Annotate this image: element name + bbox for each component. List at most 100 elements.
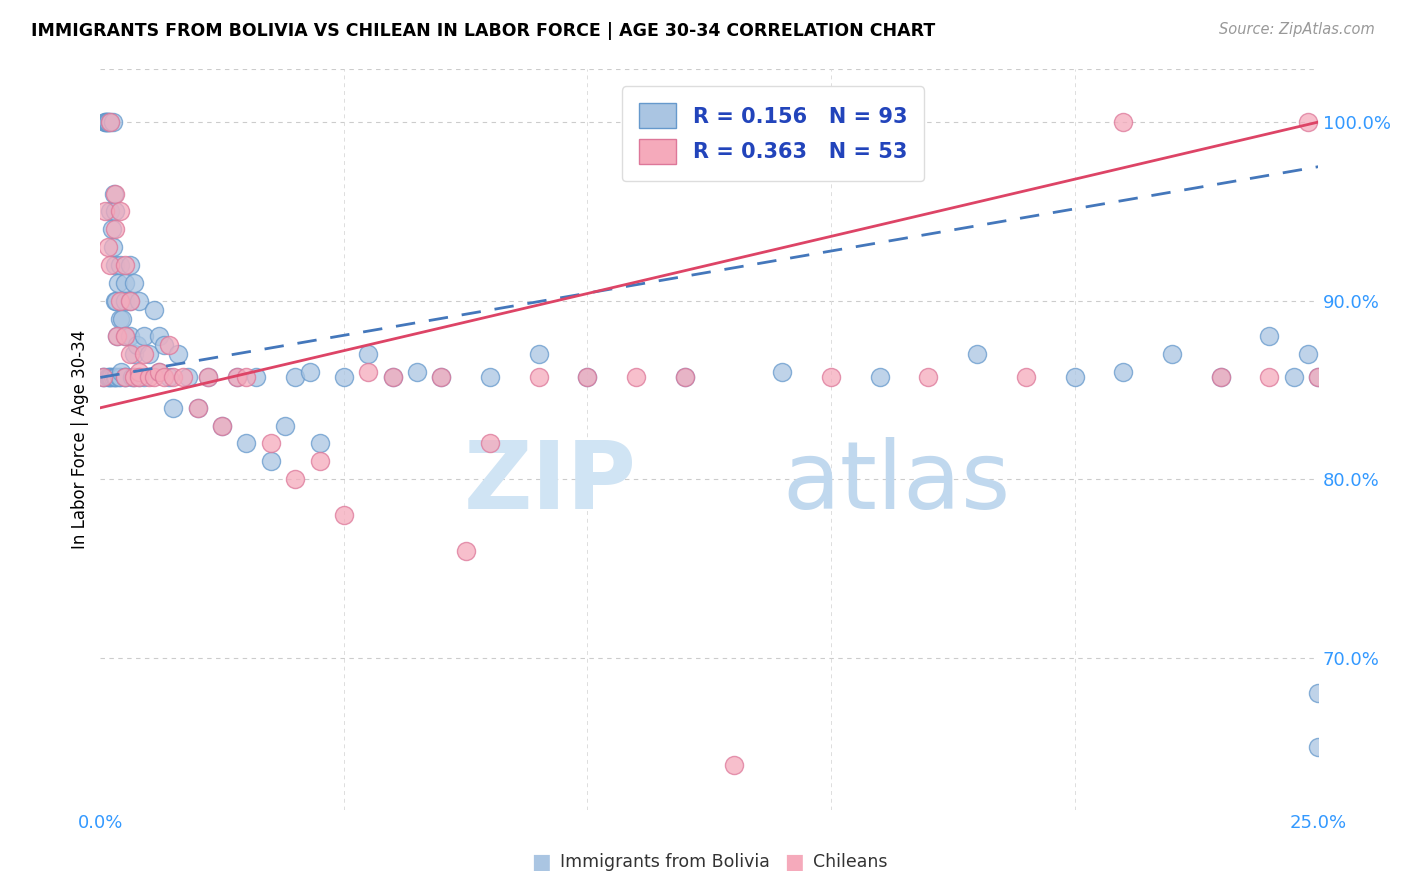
Point (124, 370, 146, 384)
Point (134, 370, 156, 384)
Point (104, 186, 127, 201)
Point (108, 204, 131, 219)
Point (96, 115, 118, 129)
Text: ■: ■ (785, 853, 804, 872)
Point (454, 543, 477, 558)
Point (673, 370, 696, 384)
Point (1308, 370, 1330, 384)
Point (97, 115, 120, 129)
Point (101, 370, 124, 384)
Text: Immigrants from Bolivia: Immigrants from Bolivia (560, 853, 769, 871)
Point (333, 508, 356, 522)
Point (105, 329, 128, 343)
Point (121, 370, 143, 384)
Point (225, 370, 247, 384)
Point (118, 258, 141, 272)
Point (118, 293, 141, 308)
Point (96, 115, 118, 129)
Point (820, 370, 842, 384)
Point (1112, 365, 1135, 379)
Point (108, 370, 131, 384)
Point (406, 365, 429, 379)
Text: ZIP: ZIP (464, 437, 636, 530)
Point (111, 311, 134, 326)
Point (357, 365, 380, 379)
Point (152, 370, 174, 384)
Point (430, 370, 453, 384)
Point (187, 401, 209, 415)
Point (91, 370, 114, 384)
Point (245, 370, 267, 384)
Point (104, 258, 127, 272)
Point (157, 338, 180, 352)
Point (108, 370, 131, 384)
Point (298, 365, 321, 379)
Point (138, 370, 160, 384)
Point (966, 347, 988, 361)
Point (1308, 686, 1330, 700)
Point (211, 418, 233, 433)
Point (197, 370, 219, 384)
Point (125, 338, 148, 352)
Point (97, 370, 120, 384)
Point (98, 204, 121, 219)
Point (576, 370, 599, 384)
Point (142, 370, 165, 384)
Point (108, 258, 131, 272)
Point (118, 329, 141, 343)
Point (197, 370, 219, 384)
Point (114, 370, 136, 384)
Point (124, 276, 146, 290)
Point (1209, 370, 1232, 384)
Text: atlas: atlas (782, 437, 1011, 530)
Point (235, 370, 257, 384)
Point (128, 370, 150, 384)
Point (98, 115, 121, 129)
Point (284, 472, 307, 486)
Point (1015, 370, 1038, 384)
Text: Chileans: Chileans (813, 853, 887, 871)
Point (284, 370, 307, 384)
Point (114, 293, 136, 308)
Point (1063, 370, 1085, 384)
Point (104, 222, 127, 236)
Point (108, 293, 131, 308)
Point (100, 370, 122, 384)
Point (94, 115, 117, 129)
Point (723, 758, 745, 772)
Point (101, 240, 124, 254)
Point (167, 347, 190, 361)
Point (211, 418, 233, 433)
Point (1282, 370, 1305, 384)
Point (97, 115, 120, 129)
Point (381, 370, 404, 384)
Point (673, 370, 696, 384)
Point (1112, 115, 1135, 129)
Point (869, 370, 891, 384)
Point (1258, 329, 1281, 343)
Point (624, 370, 647, 384)
Point (104, 370, 127, 384)
Point (576, 370, 599, 384)
Point (148, 365, 170, 379)
Point (1161, 347, 1184, 361)
Point (162, 401, 184, 415)
Point (260, 436, 283, 450)
Point (114, 370, 136, 384)
Point (114, 258, 136, 272)
Point (94, 115, 117, 129)
Point (97, 240, 120, 254)
Point (98, 258, 121, 272)
Point (1298, 115, 1320, 129)
Point (103, 186, 125, 201)
Point (91, 370, 114, 384)
Point (381, 370, 404, 384)
Point (114, 329, 136, 343)
Text: ■: ■ (531, 853, 551, 872)
Point (172, 370, 194, 384)
Point (114, 276, 136, 290)
Point (93, 370, 115, 384)
Point (104, 370, 127, 384)
Point (152, 338, 174, 352)
Point (1308, 370, 1330, 384)
